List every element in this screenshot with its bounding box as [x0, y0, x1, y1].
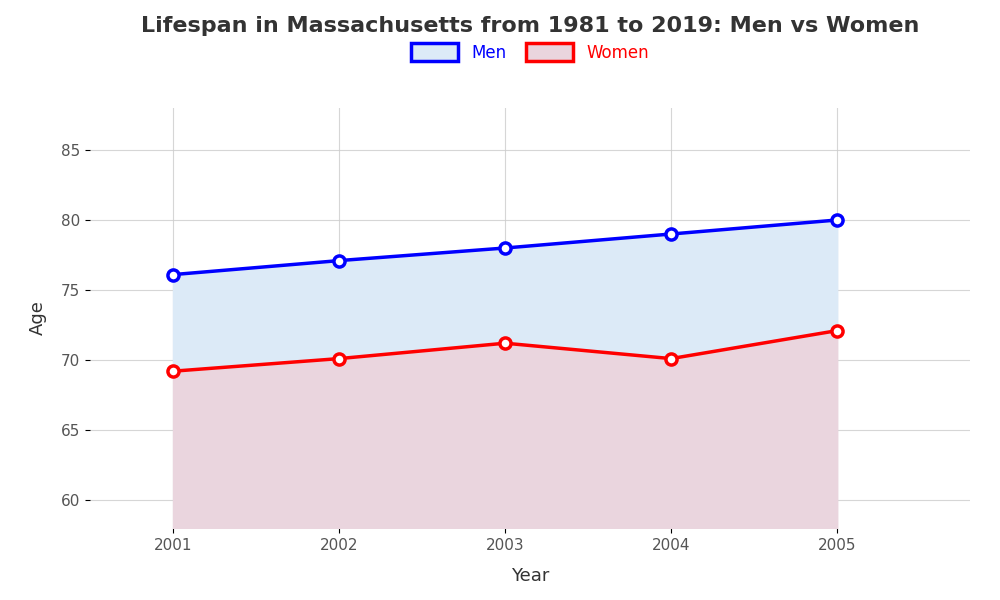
Title: Lifespan in Massachusetts from 1981 to 2019: Men vs Women: Lifespan in Massachusetts from 1981 to 2… [141, 16, 919, 35]
X-axis label: Year: Year [511, 566, 549, 584]
Y-axis label: Age: Age [29, 301, 47, 335]
Legend: Men, Women: Men, Women [411, 43, 649, 61]
